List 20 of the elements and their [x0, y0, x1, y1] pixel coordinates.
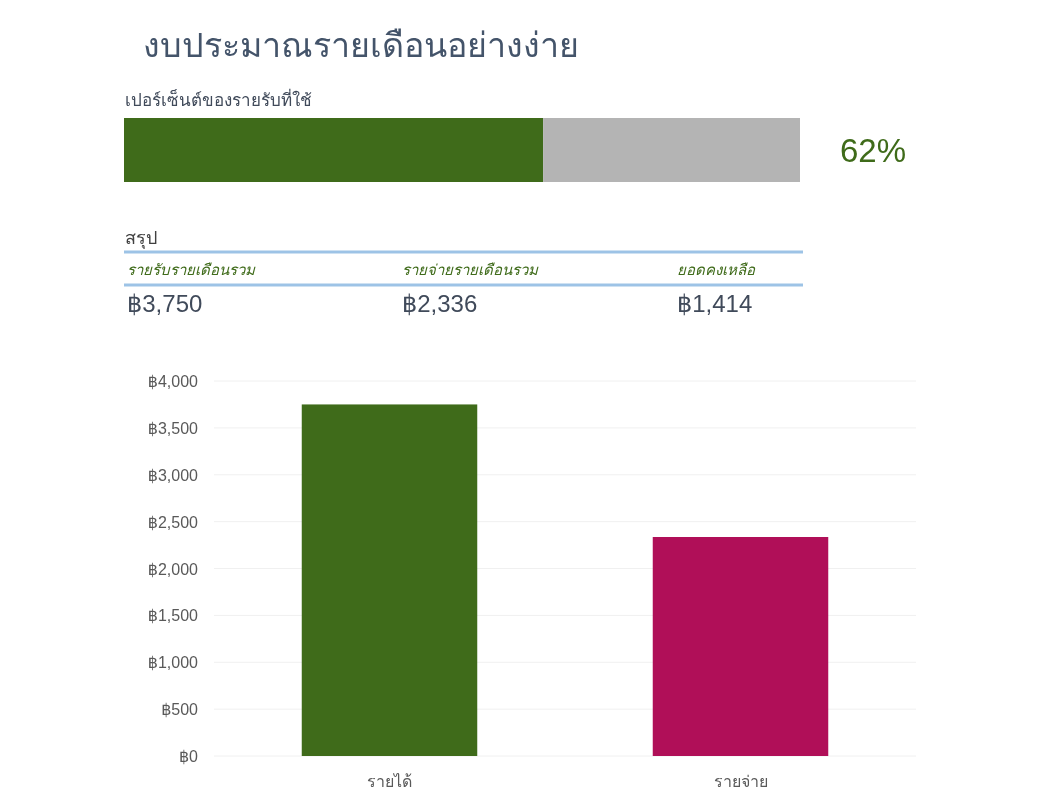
- tick-label: ฿3,500: [147, 419, 198, 437]
- tick-label: ฿4,000: [147, 373, 198, 390]
- tick-label: ฿0: [178, 748, 198, 765]
- card-value: ฿3,750: [127, 290, 203, 317]
- category-label: รายได้: [367, 773, 412, 790]
- title: สรุป: [125, 228, 157, 248]
- tick-label: ฿3,000: [147, 466, 198, 484]
- tick-label: ฿500: [161, 701, 198, 719]
- title: งบประมาณรายเดือนอย่างง่าย: [143, 26, 579, 64]
- tick-label: ฿2,500: [147, 513, 198, 531]
- card-label: รายรับรายเดือนรวม: [127, 261, 255, 278]
- tick-label: ฿1,000: [147, 654, 198, 672]
- card-label: ยอดคงเหลือ: [677, 261, 755, 278]
- card-label: รายจ่ายรายเดือนรวม: [402, 261, 538, 278]
- tick-label: ฿1,500: [147, 607, 198, 625]
- category-label: รายจ่าย: [713, 773, 768, 790]
- card-value: ฿1,414: [677, 290, 753, 317]
- annotation: 62%: [840, 132, 907, 169]
- tick-label: ฿2,000: [147, 560, 198, 578]
- card-value: ฿2,336: [402, 290, 478, 317]
